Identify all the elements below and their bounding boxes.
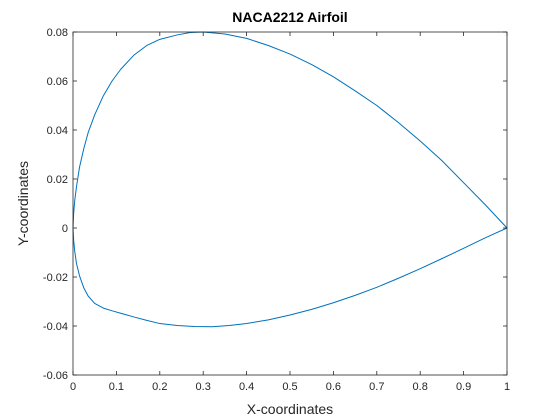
y-tick-label: 0.04 bbox=[47, 125, 68, 137]
x-tick-label: 1 bbox=[504, 381, 510, 393]
y-tick-label: 0 bbox=[62, 223, 68, 235]
x-tick-label: 0.3 bbox=[196, 381, 211, 393]
x-axis-label: X-coordinates bbox=[247, 401, 333, 417]
y-tick-label: 0.02 bbox=[47, 174, 68, 186]
x-tick-label: 0.6 bbox=[326, 381, 341, 393]
y-tick-label: 0.06 bbox=[47, 76, 68, 88]
tick-layer: 0 0.1 0.2 0.3 0.4 0.5 0.6 0.7 0.8 0.9 1 -0.06 -0.04 -… bbox=[43, 27, 510, 393]
y-tick-label: -0.04 bbox=[43, 321, 68, 333]
chart-title: NACA2212 Airfoil bbox=[232, 9, 347, 25]
plot-box bbox=[72, 31, 508, 376]
x-tick-label: 0.9 bbox=[456, 381, 471, 393]
x-tick-label: 0.2 bbox=[152, 381, 167, 393]
x-tick-label: 0.1 bbox=[109, 381, 124, 393]
y-tick-label: -0.06 bbox=[43, 370, 68, 382]
x-tick-label: 0.4 bbox=[239, 381, 254, 393]
x-tick-label: 0 bbox=[70, 381, 76, 393]
x-tick-label: 0.5 bbox=[282, 381, 297, 393]
x-tick-label: 0.7 bbox=[369, 381, 384, 393]
y-tick-label: -0.02 bbox=[43, 272, 68, 284]
y-tick-label: 0.08 bbox=[47, 27, 68, 39]
plot-area bbox=[73, 32, 507, 375]
x-tick-label: 0.8 bbox=[413, 381, 428, 393]
y-axis-label: Y-coordinates bbox=[15, 161, 31, 246]
